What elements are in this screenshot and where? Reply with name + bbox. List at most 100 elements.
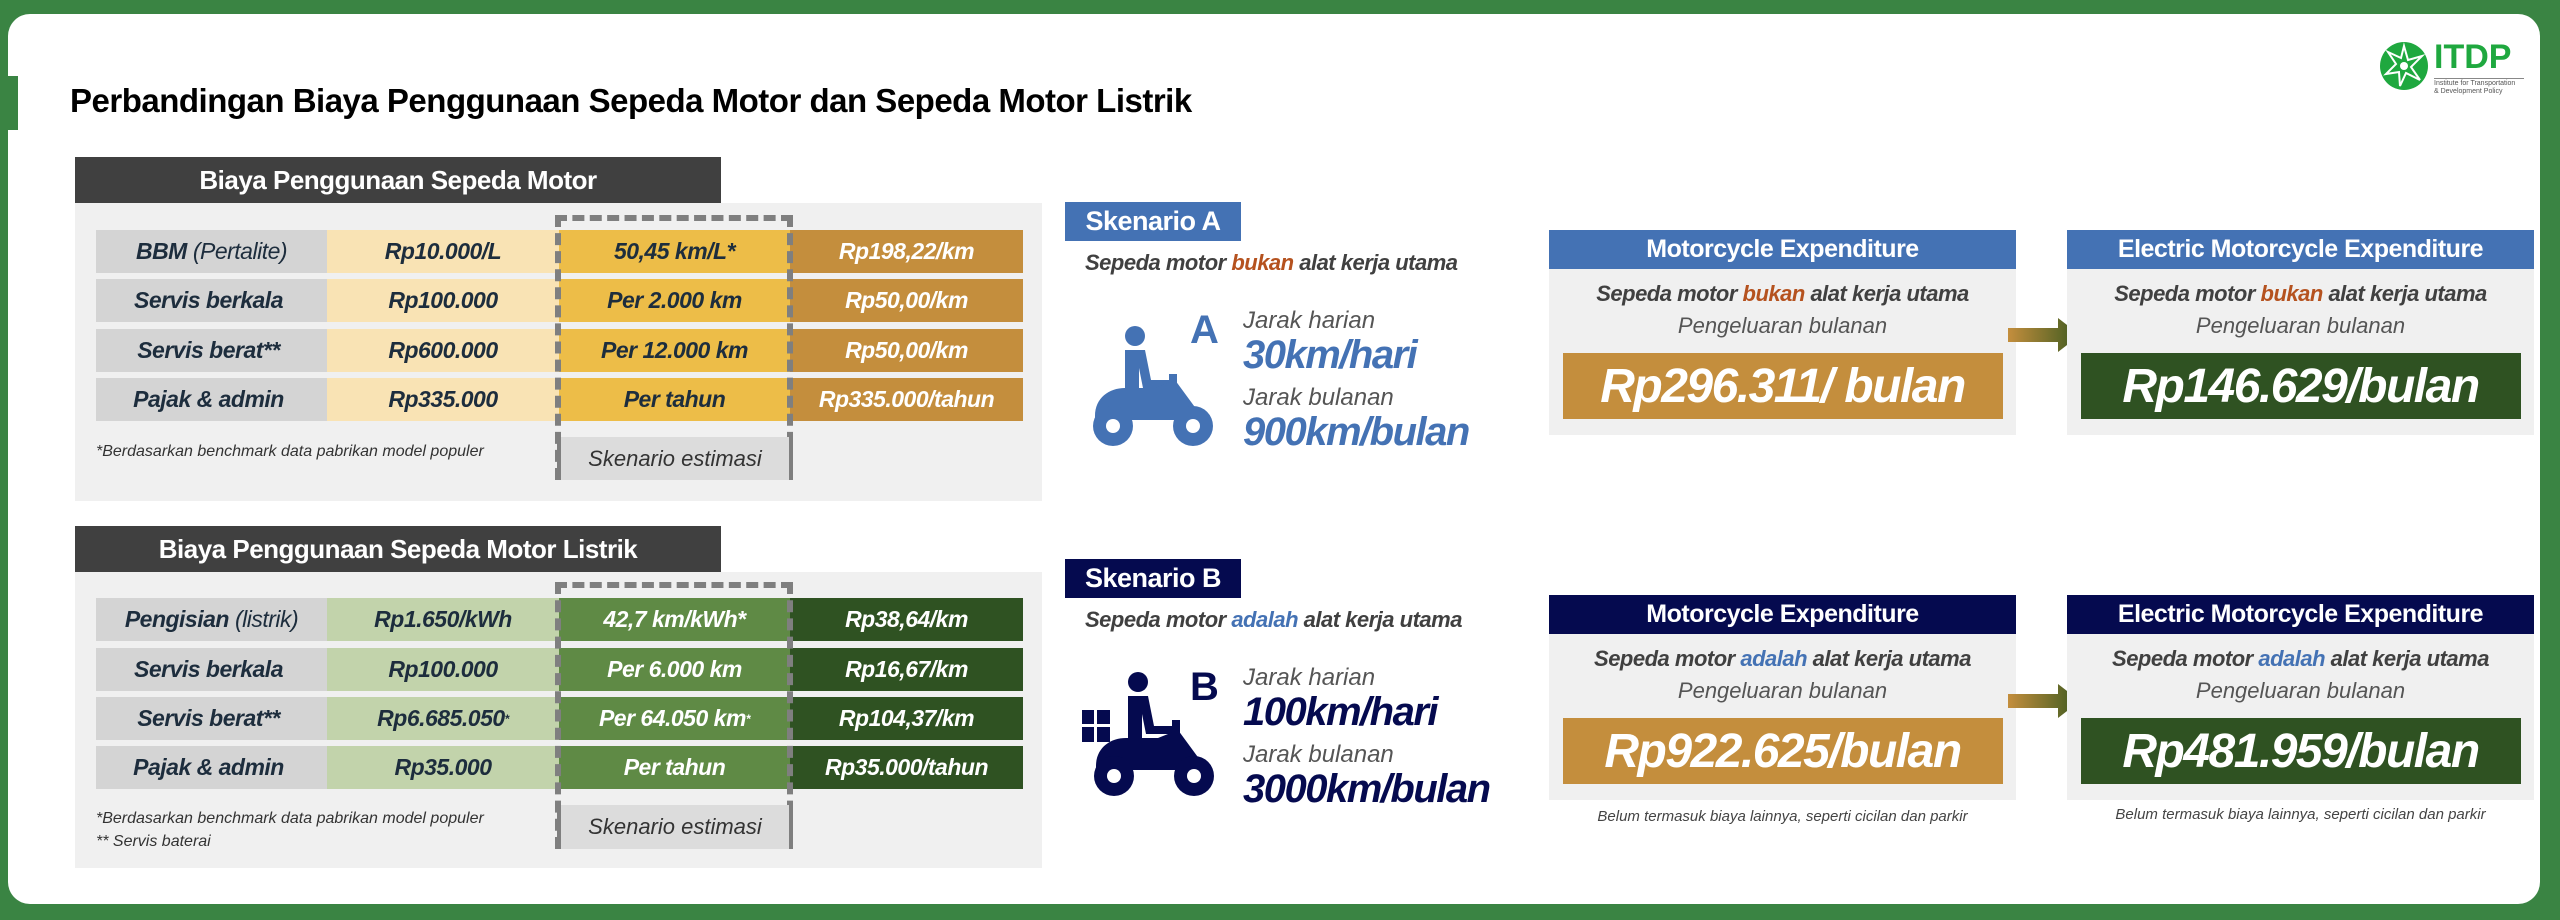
estimate-basis-cell: Per 2.000 km — [559, 279, 790, 322]
subtitle-text: alat kerja utama — [1298, 607, 1463, 632]
subtitle-text: alat kerja utama — [1804, 281, 1969, 306]
unit-price: Rp100.000 — [388, 287, 498, 313]
estimate-basis-cell: Per 64.050 km * — [559, 697, 790, 740]
cost-item-label: Servis berat** — [96, 329, 327, 372]
cost-per-unit-cell: Rp35.000/tahun — [790, 746, 1023, 789]
card-caption: Pengeluaran bulanan — [1677, 678, 1888, 703]
subtitle-text: alat kerja utama — [2322, 281, 2487, 306]
daily-distance-value: 100km/hari — [1243, 690, 1439, 734]
unit-price-cell: Rp35.000 — [327, 746, 559, 789]
daily-distance-label: Jarak harian — [1243, 307, 1376, 334]
monthly-distance-value: 3000km/bulan — [1243, 767, 1491, 811]
item-name: Pajak & admin — [133, 386, 284, 412]
scenario-b-subtitle: Sepeda motor adalah alat kerja utama — [1085, 607, 1462, 633]
ev-footnote: ** Servis baterai — [96, 833, 211, 850]
arrow-right-icon — [2008, 318, 2080, 352]
ev-table-header: Biaya Penggunaan Sepeda Motor Listrik — [75, 526, 721, 572]
disclaimer-note: Belum termasuk biaya lainnya, seperti ci… — [2115, 806, 2486, 823]
logo-tagline: Institute for Transportation & Developme… — [2434, 78, 2524, 96]
subtitle-text: Sepeda motor — [1085, 250, 1232, 275]
estimate-basis: 42,7 km/kWh* — [603, 606, 746, 632]
cost-per-unit-cell: Rp16,67/km — [790, 648, 1023, 691]
cost-per-unit: Rp35.000/tahun — [825, 754, 989, 780]
subtitle-keyword: bukan — [1231, 250, 1294, 275]
estimate-basis-cell: 50,45 km/L* — [559, 230, 790, 273]
card-subtitle: Sepeda motor adalah alat kerja utama — [1549, 646, 2016, 672]
motor-table-header: Biaya Penggunaan Sepeda Motor — [75, 157, 721, 203]
item-name: Pajak & admin — [133, 754, 284, 780]
subtitle-text: Sepeda motor — [2114, 281, 2261, 306]
subtitle-text: alat kerja utama — [1293, 250, 1458, 275]
cost-per-unit: Rp50,00/km — [845, 287, 968, 313]
subtitle-text: alat kerja utama — [2325, 646, 2490, 671]
estimate-basis: Per tahun — [623, 386, 726, 412]
title-accent-tab — [8, 76, 18, 130]
card-header: Motorcycle Expenditure — [1549, 595, 2016, 634]
scenario-a-label: Skenario A — [1065, 202, 1241, 241]
unit-price: Rp6.685.050 — [377, 705, 505, 731]
monthly-distance-value: 900km/bulan — [1243, 410, 1470, 454]
unit-price-cell: Rp100.000 — [327, 279, 559, 322]
subtitle-keyword: bukan — [2260, 281, 2324, 306]
unit-price-cell: Rp100.000 — [327, 648, 559, 691]
cost-per-unit-cell: Rp38,64/km — [790, 598, 1023, 641]
cost-item-label: Servis berkala — [96, 279, 327, 322]
estimate-label: Skenario estimasi — [557, 437, 793, 480]
logo-wordmark: ITDP — [2434, 38, 2512, 76]
daily-distance-label: Jarak harian — [1243, 664, 1376, 691]
monthly-cost-value: Rp296.311/ bulan — [1562, 353, 2003, 419]
logo-tagline-line: Institute for Transportation — [2434, 80, 2516, 87]
scenario-b-label: Skenario B — [1065, 559, 1241, 598]
card-header: Electric Motorcycle Expenditure — [2067, 595, 2534, 634]
card-subtitle: Sepeda motor bukan alat kerja utama — [2067, 281, 2534, 307]
estimate-dashed-outline — [555, 215, 793, 480]
unit-price-cell: Rp600.000 — [327, 329, 559, 372]
itdp-star-icon — [2380, 42, 2428, 90]
card-caption: Pengeluaran bulanan — [2195, 313, 2406, 338]
unit-price-cell: Rp1.650/kWh — [327, 598, 559, 641]
estimate-label: Skenario estimasi — [557, 805, 793, 849]
motor-footnote: *Berdasarkan benchmark data pabrikan mod… — [96, 443, 484, 460]
delivery-motorcycle-icon — [1082, 672, 1214, 796]
cost-item-label: Servis berkala — [96, 648, 327, 691]
estimate-basis-cell: Per tahun — [559, 746, 790, 789]
card-subtitle: Sepeda motor bukan alat kerja utama — [1549, 281, 2016, 307]
disclaimer-note: Belum termasuk biaya lainnya, seperti ci… — [1597, 808, 1968, 825]
item-name: Servis berat** — [137, 337, 280, 363]
card-caption: Pengeluaran bulanan — [2195, 678, 2406, 703]
card-subtitle: Sepeda motor adalah alat kerja utama — [2067, 646, 2534, 672]
subtitle-text: Sepeda motor — [1596, 281, 1743, 306]
item-note: (Pertalite) — [192, 238, 288, 264]
item-name: Pengisian — [124, 606, 230, 632]
motorcycle-rider-icon — [1093, 326, 1213, 446]
scenario-b-ev-card: Electric Motorcycle Expenditure Sepeda m… — [2067, 595, 2534, 800]
subtitle-keyword: adalah — [1740, 646, 1808, 671]
estimate-basis: Per 64.050 km — [598, 705, 746, 731]
cost-item-label: Pajak & admin — [96, 378, 327, 421]
estimate-basis: 50,45 km/L* — [613, 238, 736, 264]
cost-per-unit: Rp16,67/km — [845, 656, 968, 682]
scenario-a-letter: A — [1190, 308, 1219, 352]
estimate-dashed-outline — [555, 582, 793, 849]
cost-per-unit: Rp38,64/km — [845, 606, 968, 632]
item-name: Servis berkala — [133, 287, 284, 313]
arrow-right-icon — [2008, 684, 2080, 718]
unit-price: Rp35.000 — [394, 754, 492, 780]
cost-per-unit-cell: Rp335.000/tahun — [790, 378, 1023, 421]
cost-item-label: Servis berat** — [96, 697, 327, 740]
page-title: Perbandingan Biaya Penggunaan Sepeda Mot… — [70, 82, 1192, 119]
subtitle-text: Sepeda motor — [1085, 607, 1232, 632]
ev-footnote: *Berdasarkan benchmark data pabrikan mod… — [96, 810, 484, 827]
subtitle-text: Sepeda motor — [1594, 646, 1741, 671]
item-name: Servis berkala — [133, 656, 284, 682]
unit-price-cell: Rp335.000 — [327, 378, 559, 421]
scenario-a-ev-card: Electric Motorcycle Expenditure Sepeda m… — [2067, 230, 2534, 435]
scenario-a-subtitle: Sepeda motor bukan alat kerja utama — [1085, 250, 1458, 276]
scenario-b-motor-card: Motorcycle Expenditure Sepeda motor adal… — [1549, 595, 2016, 800]
estimate-basis: Per 2.000 km — [607, 287, 742, 313]
itdp-logo: ITDP Institute for Transportation & Deve… — [2378, 38, 2528, 98]
item-name: BBM — [135, 238, 187, 264]
cost-per-unit-cell: Rp50,00/km — [790, 329, 1023, 372]
subtitle-keyword: bukan — [1742, 281, 1806, 306]
scenario-b-letter: B — [1190, 665, 1219, 709]
